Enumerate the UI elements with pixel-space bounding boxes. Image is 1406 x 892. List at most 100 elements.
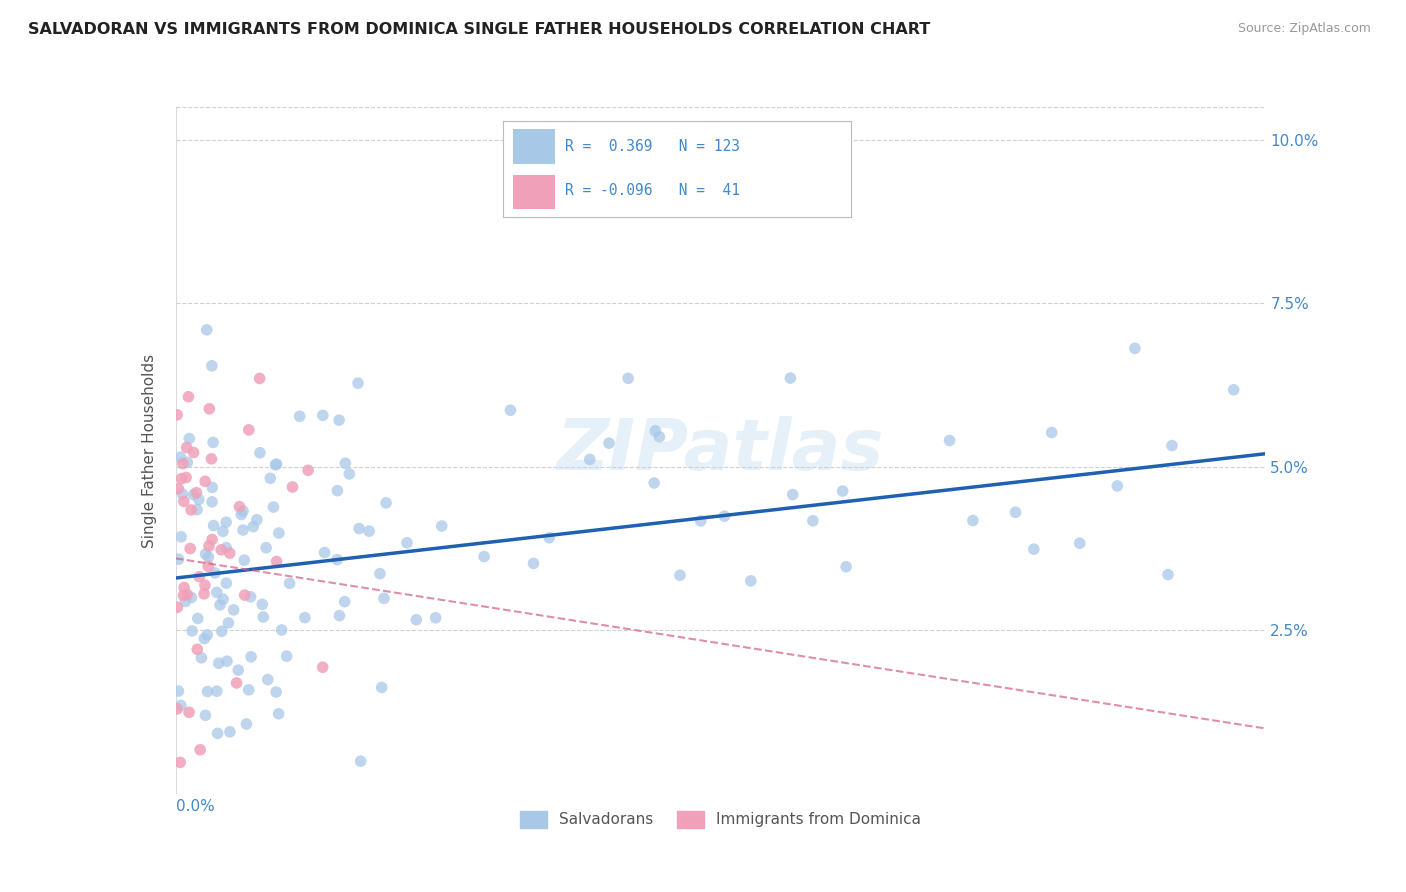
- Point: [215, 654, 238, 668]
- Point: [648, 430, 671, 444]
- Point: [197, 550, 219, 565]
- Point: [643, 475, 665, 490]
- Point: [181, 624, 204, 638]
- Point: [170, 530, 193, 544]
- Point: [740, 574, 762, 588]
- Point: [337, 467, 360, 481]
- Point: [278, 576, 301, 591]
- Point: [197, 559, 219, 574]
- Point: [1161, 439, 1184, 453]
- Point: [183, 488, 205, 502]
- Point: [288, 409, 311, 424]
- Point: [430, 519, 453, 533]
- Point: [267, 706, 290, 721]
- Point: [294, 610, 316, 624]
- Point: [938, 434, 960, 448]
- Point: [212, 524, 235, 539]
- Point: [472, 549, 495, 564]
- Point: [831, 484, 853, 499]
- Point: [347, 522, 370, 536]
- Point: [208, 657, 231, 671]
- Point: [232, 504, 254, 518]
- Point: [1222, 383, 1244, 397]
- Point: [215, 541, 238, 555]
- Point: [183, 445, 205, 459]
- Point: [617, 371, 640, 385]
- Point: [359, 524, 381, 538]
- Point: [395, 536, 418, 550]
- Point: [425, 611, 447, 625]
- Point: [233, 588, 256, 602]
- Point: [252, 610, 274, 624]
- Point: [176, 455, 198, 469]
- Point: [166, 408, 188, 422]
- Point: [195, 628, 218, 642]
- Point: [235, 717, 257, 731]
- Point: [598, 436, 620, 450]
- Point: [205, 585, 228, 599]
- Point: [188, 570, 211, 584]
- Point: [347, 376, 370, 391]
- Point: [173, 494, 195, 508]
- Point: [201, 359, 224, 373]
- Point: [264, 685, 287, 699]
- Point: [239, 590, 262, 604]
- Point: [267, 526, 290, 541]
- Point: [333, 595, 356, 609]
- Point: [172, 457, 194, 471]
- Point: [180, 503, 202, 517]
- Point: [167, 552, 190, 566]
- Point: [207, 726, 229, 740]
- Point: [373, 591, 395, 606]
- Point: [578, 452, 600, 467]
- Y-axis label: Single Father Households: Single Father Households: [142, 353, 157, 548]
- Legend: Salvadorans, Immigrants from Dominica: Salvadorans, Immigrants from Dominica: [513, 805, 928, 834]
- Point: [195, 323, 218, 337]
- Point: [201, 480, 224, 494]
- Point: [225, 676, 247, 690]
- Point: [669, 568, 692, 582]
- Point: [249, 371, 271, 385]
- Point: [176, 441, 198, 455]
- Point: [173, 581, 195, 595]
- Point: [314, 545, 336, 559]
- Point: [188, 743, 211, 757]
- Point: [228, 500, 250, 514]
- Point: [209, 542, 232, 557]
- Point: [233, 553, 256, 567]
- Point: [205, 684, 228, 698]
- Point: [194, 578, 217, 592]
- Point: [194, 547, 217, 561]
- Point: [276, 649, 298, 664]
- Point: [242, 519, 264, 533]
- Point: [368, 566, 391, 581]
- Point: [166, 600, 188, 615]
- Text: 0.0%: 0.0%: [176, 799, 215, 814]
- Point: [252, 598, 274, 612]
- Point: [217, 615, 239, 630]
- Point: [190, 650, 212, 665]
- Point: [328, 608, 350, 623]
- Point: [238, 423, 260, 437]
- Point: [259, 471, 281, 485]
- Point: [782, 487, 804, 501]
- Point: [167, 684, 190, 698]
- Point: [187, 492, 209, 507]
- Point: [211, 624, 233, 639]
- Point: [201, 533, 224, 547]
- Point: [201, 495, 224, 509]
- Point: [202, 518, 225, 533]
- Text: Source: ZipAtlas.com: Source: ZipAtlas.com: [1237, 22, 1371, 36]
- Point: [180, 591, 202, 605]
- Point: [186, 502, 208, 516]
- Point: [226, 663, 249, 677]
- Point: [1107, 479, 1129, 493]
- Point: [218, 546, 240, 560]
- Point: [187, 611, 209, 625]
- Point: [249, 446, 271, 460]
- Point: [177, 390, 200, 404]
- Point: [186, 485, 208, 500]
- Point: [219, 724, 242, 739]
- Point: [375, 496, 398, 510]
- Point: [166, 702, 188, 716]
